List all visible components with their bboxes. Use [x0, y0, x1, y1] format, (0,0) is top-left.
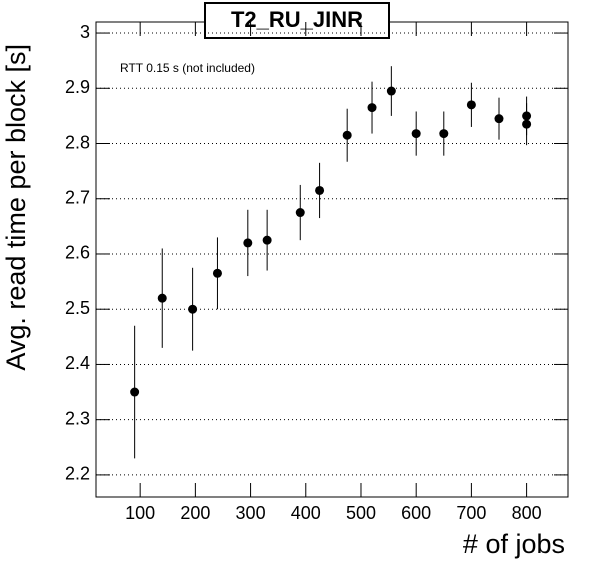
x-tick-label: 100 [125, 503, 155, 523]
data-point [130, 387, 140, 397]
y-tick-label: 3 [80, 22, 90, 42]
plot-frame [95, 21, 569, 498]
y-tick-label: 2.5 [65, 298, 90, 318]
x-tick-label: 500 [346, 503, 376, 523]
data-point [494, 114, 504, 124]
data-point [188, 304, 198, 314]
data-point [212, 268, 222, 278]
x-axis-label: # of jobs [463, 529, 565, 559]
x-tick-label: 300 [236, 503, 266, 523]
data-point [439, 129, 449, 139]
data-point [243, 238, 253, 248]
y-tick-label: 2.9 [65, 77, 90, 97]
data-point [342, 130, 352, 140]
y-axis-label: Avg. read time per block [s] [1, 44, 31, 371]
data-point [411, 129, 421, 139]
y-tick-label: 2.4 [65, 353, 90, 373]
title-box [204, 2, 390, 39]
x-tick-label: 400 [291, 503, 321, 523]
x-tick-label: 700 [456, 503, 486, 523]
chart-title: T2_RU_JINR [231, 7, 363, 32]
data-point [315, 185, 325, 195]
x-tick-label: 800 [512, 503, 542, 523]
x-tick-label: 600 [401, 503, 431, 523]
annotation: RTT 0.15 s (not included) [120, 61, 255, 75]
y-tick-label: 2.8 [65, 132, 90, 152]
data-point [262, 235, 272, 245]
data-point [466, 100, 476, 110]
y-tick-label: 2.2 [65, 464, 90, 484]
y-tick-label: 2.3 [65, 408, 90, 428]
data-point [386, 86, 396, 96]
data-point [157, 293, 167, 303]
data-point [295, 208, 305, 218]
x-tick-label: 200 [180, 503, 210, 523]
y-tick-label: 2.7 [65, 187, 90, 207]
y-tick-label: 2.6 [65, 243, 90, 263]
data-point [367, 103, 377, 113]
data-point [522, 119, 532, 129]
